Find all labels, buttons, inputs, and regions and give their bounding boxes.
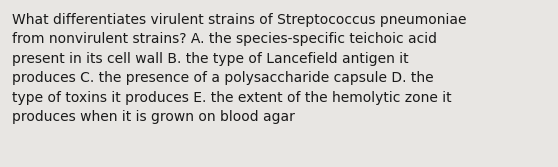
Text: What differentiates virulent strains of Streptococcus pneumoniae
from nonvirulen: What differentiates virulent strains of … [12,13,466,125]
